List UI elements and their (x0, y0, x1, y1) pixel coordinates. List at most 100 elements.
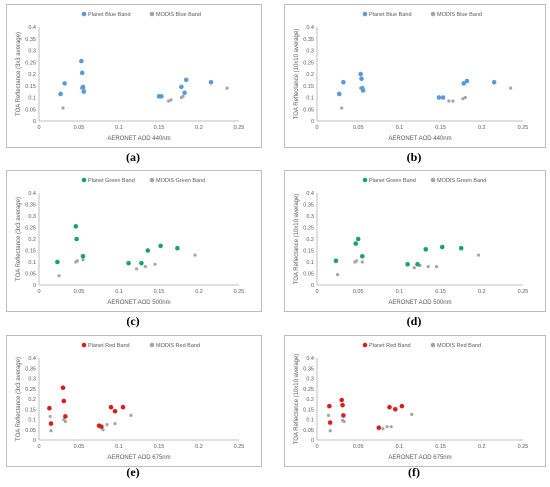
chart-panel-5: 0 0.05 0.1 0.15 0.2 0.25 0.3 0.35 0.4 0 0.05 0.1 0.1… (6, 335, 262, 467)
planet-data-point (336, 91, 342, 97)
planet-data-point (359, 76, 364, 81)
modis-data-point (135, 267, 139, 271)
legend-marker (430, 342, 436, 348)
y-tick-label: 0.4 (306, 191, 314, 197)
chart-panel-3: 0 0.05 0.1 0.15 0.2 0.25 0.3 0.35 0.4 0 0.05 0.1 0.1… (6, 170, 262, 312)
x-tick-label: 0.2 (195, 444, 203, 450)
modis-data-point (63, 419, 67, 424)
x-tick-label: 0.25 (518, 125, 529, 131)
planet-data-point (341, 413, 346, 418)
planet-data-point (415, 262, 420, 267)
x-tick-label: 0.2 (195, 125, 203, 131)
x-tick-label: 0.15 (435, 289, 446, 295)
planet-data-point (61, 398, 67, 404)
x-tick-label: 0.25 (234, 444, 245, 450)
scatter-plot-1: 0 0.05 0.1 0.15 0.2 0.25 0.3 0.35 0.4 0 0.05 0.1 0.1… (16, 11, 244, 142)
modis-data-point (101, 428, 105, 432)
planet-data-point (58, 91, 63, 97)
y-tick-label: 0.3 (28, 49, 36, 55)
y-tick-label: 0.3 (28, 377, 36, 383)
y-tick-label: 0.1 (28, 260, 36, 266)
x-axis-title: AERONET AOD 440nm (107, 136, 170, 142)
x-tick-label: 0.1 (396, 444, 404, 450)
y-axis-title: TOA Reflectance (10x10 average) (294, 29, 300, 120)
y-tick-label: 0 (311, 119, 314, 125)
subfigure-label: (a) (126, 150, 140, 164)
x-tick-label: 0.15 (154, 125, 165, 131)
legend-label: MODIS Blue Band (156, 12, 201, 18)
y-tick-label: 0.25 (25, 387, 36, 393)
scatter-plot-2: 0 0.05 0.1 0.15 0.2 0.25 0.3 0.35 0.4 0 0.05 0.1 0.1… (294, 11, 529, 142)
x-axis-title: AERONET AOD 440nm (388, 136, 451, 142)
x-tick-label: 0.1 (115, 444, 123, 450)
y-tick-label: 0.3 (306, 377, 314, 383)
chart-panel-4: 0 0.05 0.1 0.15 0.2 0.25 0.3 0.35 0.4 0 0.05 0.1 0.1… (284, 170, 546, 312)
planet-data-point (62, 81, 67, 86)
y-tick-label: 0.15 (303, 249, 314, 255)
planet-data-point (327, 420, 333, 425)
x-tick-label: 0.2 (478, 125, 486, 131)
legend-label: MODIS Green Band (156, 178, 205, 184)
planet-data-point (80, 253, 86, 259)
modis-data-point (509, 86, 513, 90)
y-tick-label: 0 (311, 283, 314, 289)
legend-label: MODIS Red Band (156, 343, 200, 349)
y-tick-label: 0.35 (303, 366, 314, 372)
planet-data-point (341, 79, 346, 85)
planet-data-point (464, 78, 470, 84)
legend-label: Planet Green Band (369, 178, 416, 184)
x-tick-label: 0 (315, 289, 318, 295)
y-axis-title: TOA Reflectance (10x10 average) (294, 354, 300, 445)
modis-data-point (181, 94, 185, 98)
y-tick-label: 0.1 (28, 418, 36, 424)
x-tick-label: 0 (37, 125, 40, 131)
legend-marker (430, 177, 436, 183)
legend-marker (362, 177, 368, 183)
y-tick-label: 0.35 (303, 203, 314, 209)
planet-data-point (60, 385, 66, 391)
modis-data-point (167, 99, 171, 103)
legend-label: Planet Red Band (369, 343, 411, 349)
modis-data-point (342, 419, 346, 424)
planet-data-point (126, 260, 131, 266)
planet-data-point (81, 89, 87, 94)
modis-data-point (113, 422, 117, 426)
modis-data-point (476, 253, 481, 257)
planet-data-point (158, 243, 163, 249)
x-tick-label: 0.15 (154, 444, 165, 450)
x-axis-title: AERONET AOD 675nm (388, 455, 451, 461)
y-tick-label: 0.05 (303, 428, 314, 434)
planet-data-point (145, 248, 151, 253)
legend-label: Planet Green Band (88, 178, 135, 184)
modis-data-point (461, 97, 465, 101)
y-tick-label: 0.2 (28, 72, 36, 78)
legend: Planet Blue Band MODIS Blue Band (81, 11, 201, 18)
y-tick-label: 0.2 (28, 397, 36, 403)
y-tick-label: 0 (33, 119, 36, 125)
y-tick-label: 0.15 (25, 249, 36, 255)
planet-data-point (159, 94, 164, 99)
modis-data-point (463, 95, 467, 100)
subfigure-label: (d) (406, 314, 422, 328)
y-tick-label: 0.35 (25, 366, 36, 372)
planet-data-point (74, 236, 79, 242)
planet-data-point (99, 424, 104, 429)
y-axis-title: TOA Reflectance (3x3 average) (16, 32, 22, 116)
modis-data-point (193, 253, 197, 257)
x-tick-label: 0.1 (396, 289, 404, 295)
planet-data-point (179, 84, 184, 90)
planet-data-point (340, 402, 345, 408)
chart-panel-6: 0 0.05 0.1 0.15 0.2 0.25 0.3 0.35 0.4 0 0.05 0.1 0.1… (284, 335, 546, 467)
modis-data-point (129, 413, 133, 417)
legend-marker (81, 342, 87, 348)
modis-data-point (75, 259, 79, 263)
modis-data-point (81, 258, 85, 262)
modis-data-point (153, 262, 157, 266)
planet-data-point (358, 71, 363, 77)
y-tick-label: 0.4 (28, 25, 36, 31)
y-tick-label: 0.4 (28, 356, 36, 362)
y-tick-label: 0.05 (303, 107, 314, 113)
planet-data-point (63, 414, 68, 419)
modis-data-point (326, 413, 331, 417)
y-tick-label: 0.1 (306, 260, 314, 266)
